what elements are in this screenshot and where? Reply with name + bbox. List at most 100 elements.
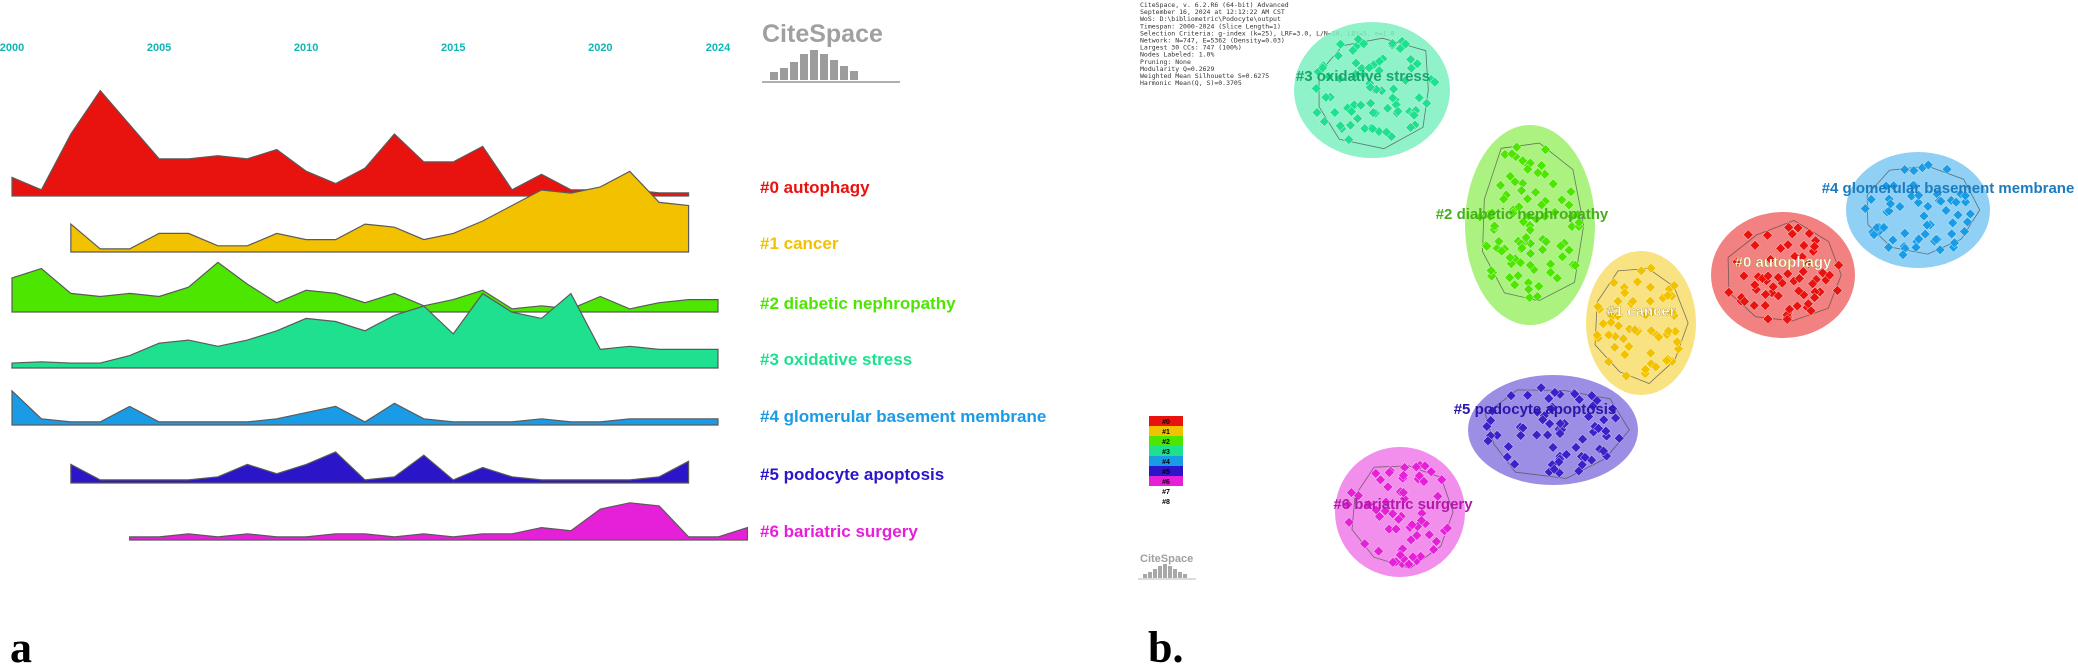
legend-swatch xyxy=(1149,446,1183,456)
small-logo-bar xyxy=(1158,566,1162,578)
cluster-group: #0 autophagy #1 cancer #2 diabetic nephrop… xyxy=(1294,22,2074,577)
network-node xyxy=(1502,451,1513,463)
network-node xyxy=(1783,222,1794,233)
network-node xyxy=(1573,217,1585,228)
network-node xyxy=(1523,284,1534,295)
network-node xyxy=(1363,499,1374,510)
network-node xyxy=(1880,180,1892,192)
network-node xyxy=(1592,301,1604,312)
network-node xyxy=(1537,244,1548,255)
network-node xyxy=(1411,461,1422,473)
metadata-line: CiteSpace, v. 6.2.R6 (64-bit) Advanced xyxy=(1140,1,1289,9)
network-node xyxy=(1323,71,1334,82)
network-node xyxy=(1883,205,1895,217)
network-node xyxy=(1760,289,1771,300)
network-node xyxy=(1504,272,1515,283)
network-node xyxy=(1512,270,1524,281)
network-node xyxy=(1871,222,1883,233)
network-node xyxy=(1425,466,1437,478)
network-node xyxy=(1347,45,1359,56)
network-node xyxy=(1921,219,1933,231)
network-node xyxy=(1384,467,1395,478)
metadata-line: Pruning: None xyxy=(1140,58,1191,66)
network-node xyxy=(1865,194,1877,205)
network-node xyxy=(1593,423,1604,434)
network-node xyxy=(1359,123,1371,134)
network-node xyxy=(1803,258,1815,269)
small-logo-bar xyxy=(1153,569,1157,578)
network-node xyxy=(1947,217,1958,229)
network-node xyxy=(1319,116,1330,127)
series-area xyxy=(11,261,719,313)
network-node xyxy=(1355,99,1367,111)
network-node xyxy=(1373,65,1385,76)
cluster-label: #0 autophagy xyxy=(1735,254,1832,271)
network-node xyxy=(1640,309,1651,321)
network-node xyxy=(1374,56,1385,67)
network-node xyxy=(1398,487,1409,498)
network-node xyxy=(1487,405,1498,417)
network-node xyxy=(1390,523,1402,535)
legend-swatch xyxy=(1149,426,1183,436)
network-node xyxy=(1474,211,1486,223)
series-area xyxy=(70,170,690,253)
network-node xyxy=(1509,176,1521,188)
network-node xyxy=(1357,69,1369,80)
network-node xyxy=(1530,187,1541,198)
network-node xyxy=(1803,298,1814,310)
network-node xyxy=(1860,203,1871,214)
small-logo-bar xyxy=(1183,574,1187,578)
logo-bar xyxy=(830,60,838,80)
small-logo-bar xyxy=(1163,564,1167,578)
network-node xyxy=(1353,490,1364,501)
x-tick-label: 2005 xyxy=(147,42,171,54)
series-label: #6 bariatric surgery xyxy=(760,522,918,541)
network-node xyxy=(1663,325,1674,337)
metadata-line: Nodes Labeled: 1.0% xyxy=(1140,51,1214,59)
cluster-halo xyxy=(1711,212,1855,338)
network-node xyxy=(1775,243,1786,254)
network-node xyxy=(1365,82,1376,93)
network-node xyxy=(1503,441,1514,452)
panel-label-a: a xyxy=(10,623,32,668)
network-node xyxy=(1629,324,1641,335)
network-node xyxy=(1608,277,1620,288)
network-node xyxy=(1536,199,1547,211)
network-node xyxy=(1623,341,1635,352)
network-node xyxy=(1738,270,1750,282)
metadata-line: Largest 30 CCs: 747 (100%) xyxy=(1140,44,1242,52)
network-node xyxy=(1613,320,1624,332)
citespace-small-logo: CiteSpace xyxy=(1138,553,1196,580)
network-node xyxy=(1723,287,1735,298)
metadata-line: Timespan: 2000-2024 (Slice Length=1) xyxy=(1140,22,1281,30)
network-node xyxy=(1563,244,1575,256)
metadata-line: Network: N=747, E=5362 (Density=0.03) xyxy=(1140,37,1285,45)
network-node xyxy=(1311,107,1323,118)
legend-swatch xyxy=(1149,436,1183,446)
network-node xyxy=(1539,211,1551,222)
network-node xyxy=(1653,331,1664,343)
logo-bar xyxy=(850,71,858,80)
network-node xyxy=(1547,178,1559,190)
network-node xyxy=(1949,237,1960,249)
network-node xyxy=(1531,429,1542,441)
legend-label: #1 xyxy=(1162,429,1170,436)
panel-b-cluster-network: CiteSpace, v. 6.2.R6 (64-bit) AdvancedSe… xyxy=(1138,1,2074,668)
cluster-label: #5 podocyte apoptosis xyxy=(1454,401,1617,418)
logo-bar xyxy=(820,54,828,80)
network-node xyxy=(1381,126,1392,138)
network-node xyxy=(1493,236,1505,247)
network-node xyxy=(1516,185,1527,196)
network-node xyxy=(1586,390,1598,401)
network-node xyxy=(1432,491,1444,502)
series-label: #5 podocyte apoptosis xyxy=(760,465,944,484)
network-node xyxy=(1485,265,1497,276)
logo-bar xyxy=(810,50,818,80)
network-node xyxy=(1524,292,1535,303)
network-node xyxy=(1406,62,1417,74)
network-node xyxy=(1370,504,1382,516)
legend-label: #4 xyxy=(1162,459,1170,466)
series-label: #2 diabetic nephropathy xyxy=(760,294,956,313)
logo-text: CiteSpace xyxy=(762,20,883,48)
network-node xyxy=(1509,279,1520,291)
